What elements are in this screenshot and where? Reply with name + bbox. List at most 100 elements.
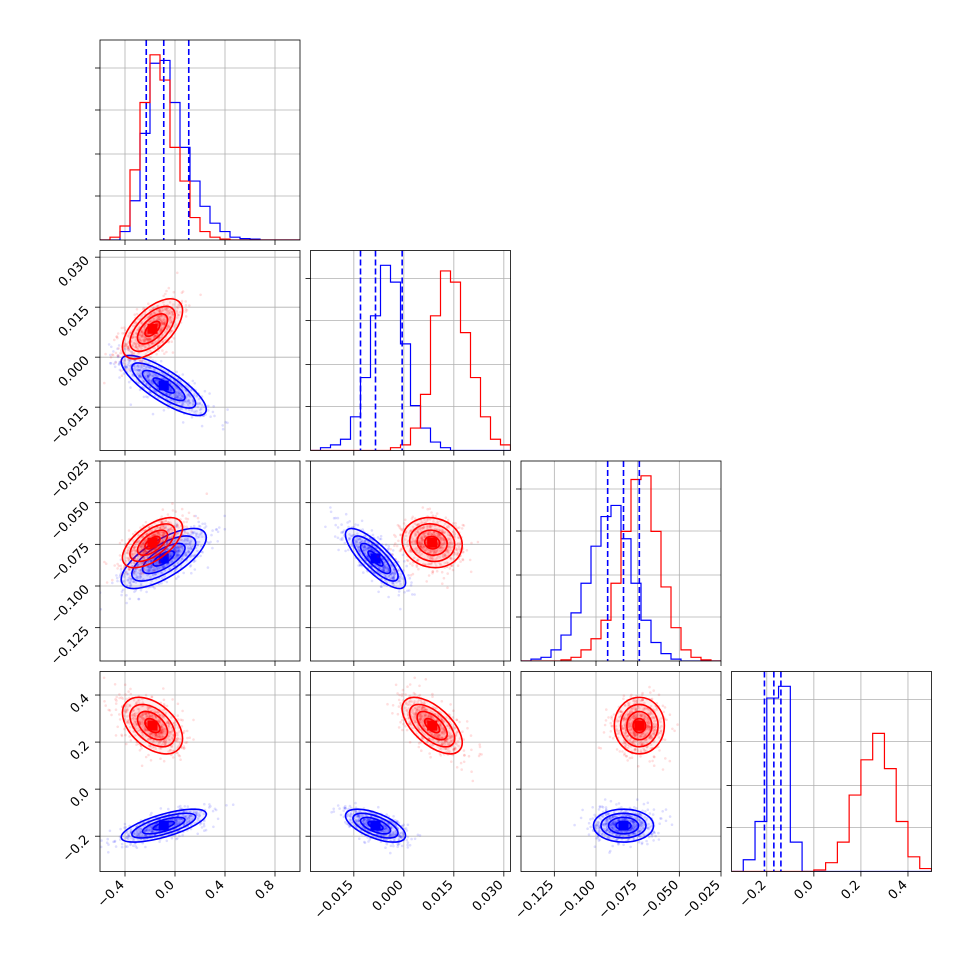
scatter-point: [391, 553, 394, 556]
scatter-point: [163, 321, 166, 325]
scatter-point: [405, 564, 409, 568]
scatter-point: [153, 547, 156, 551]
scatter-point: [156, 382, 160, 385]
scatter-point: [107, 843, 110, 846]
scatter-point: [145, 829, 149, 832]
scatter-point: [121, 588, 125, 592]
scatter-point: [160, 732, 163, 735]
scatter-point: [142, 380, 146, 383]
scatter-point: [346, 521, 349, 524]
scatter-point: [444, 552, 447, 555]
scatter-point: [131, 343, 134, 347]
scatter-point: [147, 374, 150, 378]
scatter-point: [420, 545, 423, 548]
scatter-point: [137, 344, 141, 348]
scatter-point: [167, 325, 170, 329]
scatter-point: [447, 533, 450, 536]
scatter-point: [136, 329, 139, 332]
scatter-point: [383, 564, 387, 568]
scatter-point: [140, 832, 144, 836]
scatter-point: [138, 575, 141, 578]
scatter-point: [149, 549, 152, 552]
scatter-point: [177, 526, 180, 529]
scatter-point: [174, 819, 178, 823]
scatter-point: [120, 567, 123, 570]
scatter-point: [139, 584, 143, 587]
scatter-point: [160, 319, 164, 323]
scatter-point: [174, 549, 177, 552]
scatter-point: [183, 746, 186, 750]
scatter-point: [363, 548, 367, 552]
scatter-point: [124, 705, 128, 708]
scatter-point: [132, 351, 135, 355]
scatter-point: [122, 355, 125, 358]
scatter-point: [175, 397, 179, 400]
scatter-point: [166, 392, 169, 395]
scatter-point: [400, 528, 404, 531]
scatter-point: [126, 551, 129, 555]
scatter-point: [162, 294, 165, 298]
scatter-point: [189, 564, 193, 567]
scatter-point: [212, 825, 215, 829]
scatter-point: [465, 549, 469, 552]
scatter-point: [138, 371, 142, 375]
scatter-point: [215, 528, 219, 531]
scatter-point: [114, 361, 117, 364]
scatter-point: [154, 378, 157, 381]
scatter-point: [147, 371, 150, 375]
scatter-point: [135, 834, 138, 837]
panel-frame: [520, 460, 722, 662]
scatter-point: [399, 607, 402, 611]
scatter-point: [176, 822, 180, 826]
scatter-point: [143, 346, 147, 349]
scatter-point: [444, 541, 447, 544]
scatter-point: [154, 551, 158, 555]
scatter-point: [119, 558, 123, 562]
scatter-point: [426, 517, 430, 521]
density-peak-red: [147, 323, 158, 334]
scatter-point: [128, 575, 132, 578]
scatter-point: [180, 407, 184, 411]
scatter-point: [194, 514, 197, 518]
scatter-point: [162, 318, 165, 322]
scatter-point: [363, 534, 367, 537]
scatter-point: [184, 538, 187, 542]
scatter-point: [128, 349, 131, 353]
scatter-point: [182, 745, 186, 748]
scatter-point: [148, 828, 151, 832]
scatter-point: [148, 366, 151, 370]
scatter-point: [131, 374, 134, 377]
scatter-point: [181, 402, 184, 405]
scatter-point: [176, 737, 179, 740]
scatter-point: [348, 536, 351, 540]
scatter-point: [349, 534, 353, 538]
scatter-point: [363, 544, 367, 548]
scatter-point: [124, 368, 128, 372]
scatter-point: [178, 546, 182, 549]
scatter-point: [113, 564, 116, 567]
scatter-point: [427, 574, 431, 577]
scatter-point: [174, 818, 177, 822]
scatter-point: [420, 537, 424, 540]
scatter-point: [168, 316, 172, 320]
scatter-point: [123, 575, 126, 578]
scatter-point: [176, 702, 180, 706]
scatter-point: [140, 570, 143, 574]
scatter-point: [361, 528, 365, 531]
histogram-red: [521, 475, 721, 661]
histogram-blue: [100, 59, 300, 240]
scatter-point: [140, 365, 144, 369]
scatter-point: [168, 388, 171, 391]
y-tick-label: 0.030: [56, 253, 93, 290]
scatter-point: [139, 526, 142, 529]
scatter-point: [175, 370, 178, 374]
scatter-point: [175, 819, 178, 823]
scatter-point: [356, 523, 360, 527]
scatter-point: [153, 586, 156, 590]
scatter-point: [358, 549, 361, 552]
scatter-point: [128, 722, 131, 725]
scatter-point: [341, 530, 345, 534]
scatter-point: [123, 365, 127, 369]
scatter-point: [367, 546, 371, 549]
scatter-point: [126, 345, 130, 349]
